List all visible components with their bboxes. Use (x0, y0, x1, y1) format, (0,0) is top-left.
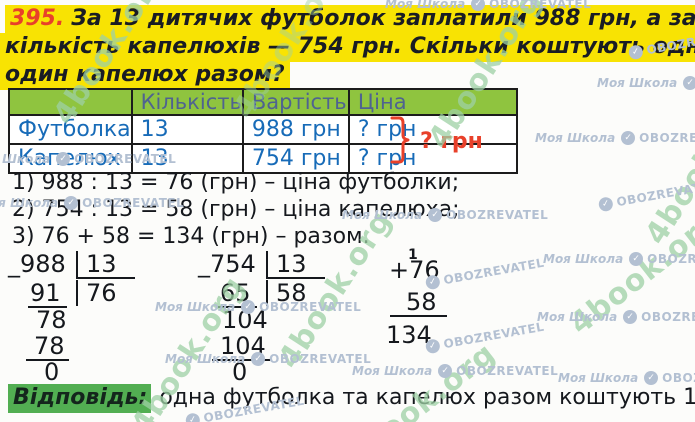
addition-carry: 1 (408, 247, 418, 263)
problem-table: Кількість Вартість Ціна Футболка 13 988 … (8, 88, 518, 174)
total-price-question: ? грн (420, 129, 483, 154)
obozrevatel-logo-icon: ✓ (683, 76, 695, 90)
cell-hat-price: ? грн (347, 143, 518, 174)
div1-subtrahend-1: 91 (28, 280, 67, 308)
obozrevatel-logo-icon: ✓ (438, 364, 453, 378)
div2-remainder: 0 (232, 358, 248, 386)
answer-line: Відповідь: одна футболка та капелюх разом… (8, 384, 695, 413)
div2-divisor: 13 (266, 251, 325, 279)
obozrevatel-watermark: Моя Школа✓OBOZREVATEL (597, 76, 695, 90)
problem-text-1: За 13 дитячих футболок заплатили 988 грн… (71, 6, 695, 31)
div2-minuend: _754 (198, 250, 256, 278)
problem-text-2: кількість капелюхів — 754 грн. Скільки к… (0, 33, 695, 62)
problem-line-2: кількість капелюхів — 754 грн. Скільки к… (0, 33, 695, 62)
div1-quotient: 76 (76, 280, 117, 306)
obozrevatel-watermark: Моя Школа✓OBOZREVATEL (558, 371, 695, 385)
problem-line-3: один капелюх разом? (0, 61, 290, 90)
obozrevatel-watermark: Моя Школа✓OBOZREVATEL (543, 252, 695, 266)
4book-watermark: 4book.org (563, 203, 695, 342)
problem-line-1: 395. За 13 дитячих футболок заплатили 988… (5, 5, 695, 34)
cell-shirt-cost: 988 грн (241, 114, 350, 145)
obozrevatel-watermark: Моя Школа✓OBOZREVATEL (537, 310, 695, 324)
div1-remainder: 0 (44, 358, 60, 386)
obozrevatel-logo-icon: ✓ (184, 412, 201, 422)
addition-addend-1: +76 (389, 256, 440, 284)
solution-step-3: 3) 76 + 58 = 134 (грн) – разом. (12, 224, 370, 249)
div1-bring-down: 78 (36, 306, 67, 334)
obozrevatel-logo-icon: ✓ (629, 252, 644, 266)
obozrevatel-watermark: ✓ OBOZREVATEL (424, 320, 545, 355)
obozrevatel-logo-icon: ✓ (621, 131, 636, 145)
cell-hat-quantity: 13 (130, 143, 244, 174)
cell-hat-cost: 754 грн (241, 143, 350, 174)
div2-quotient: 58 (266, 280, 307, 306)
obozrevatel-watermark: Моя Школа✓OBOZREVATEL (352, 364, 559, 378)
table-row-shirt: Футболка 13 988 грн ? грн (8, 114, 518, 145)
div2-subtrahend-1: 65 (218, 280, 257, 308)
brace-icon (390, 116, 410, 164)
div2-bring-down: 104 (222, 306, 268, 334)
answer-label: Відповідь: (8, 384, 152, 413)
obozrevatel-logo-icon: ✓ (597, 196, 614, 213)
table-header-price: Ціна (347, 88, 518, 116)
problem-number: 395. (10, 6, 65, 31)
answer-text: одна футболка та капелюх разом коштують … (159, 385, 695, 410)
cell-hat-name: Капелюх (8, 143, 133, 174)
table-header-quantity: Кількість (130, 88, 244, 116)
table-row-hat: Капелюх 13 754 грн ? грн (8, 143, 518, 174)
solution-step-1: 1) 988 : 13 = 76 (грн) – ціна футболки; (12, 170, 460, 195)
4book-watermark: 4book.org (638, 80, 695, 251)
div1-divisor: 13 (76, 251, 135, 279)
obozrevatel-watermark: Моя Школа✓OBOZREVATEL (535, 131, 695, 145)
addition-sum: 134 (386, 321, 432, 349)
cell-shirt-quantity: 13 (130, 114, 244, 145)
table-header-item (8, 88, 133, 116)
div2-subtrahend-2: 104 (212, 333, 270, 361)
cell-shirt-price: ? грн (347, 114, 518, 145)
problem-text-3: один капелюх разом? (0, 61, 290, 90)
obozrevatel-logo-icon: ✓ (623, 310, 638, 324)
solution-step-2: 2) 754 : 13 = 58 (грн) – ціна капелюха; (12, 197, 460, 222)
table-header-row: Кількість Вартість Ціна (8, 88, 518, 116)
obozrevatel-watermark: ✓ OBOZREVATEL (424, 256, 545, 291)
table-header-cost: Вартість (241, 88, 350, 116)
div1-subtrahend-2: 78 (26, 333, 69, 361)
div1-minuend: _988 (8, 250, 66, 278)
addition-addend-2: 58 (390, 289, 447, 317)
obozrevatel-watermark: ✓ OBOZREVATEL (597, 178, 695, 213)
obozrevatel-logo-icon: ✓ (644, 371, 659, 385)
cell-shirt-name: Футболка (8, 114, 133, 145)
